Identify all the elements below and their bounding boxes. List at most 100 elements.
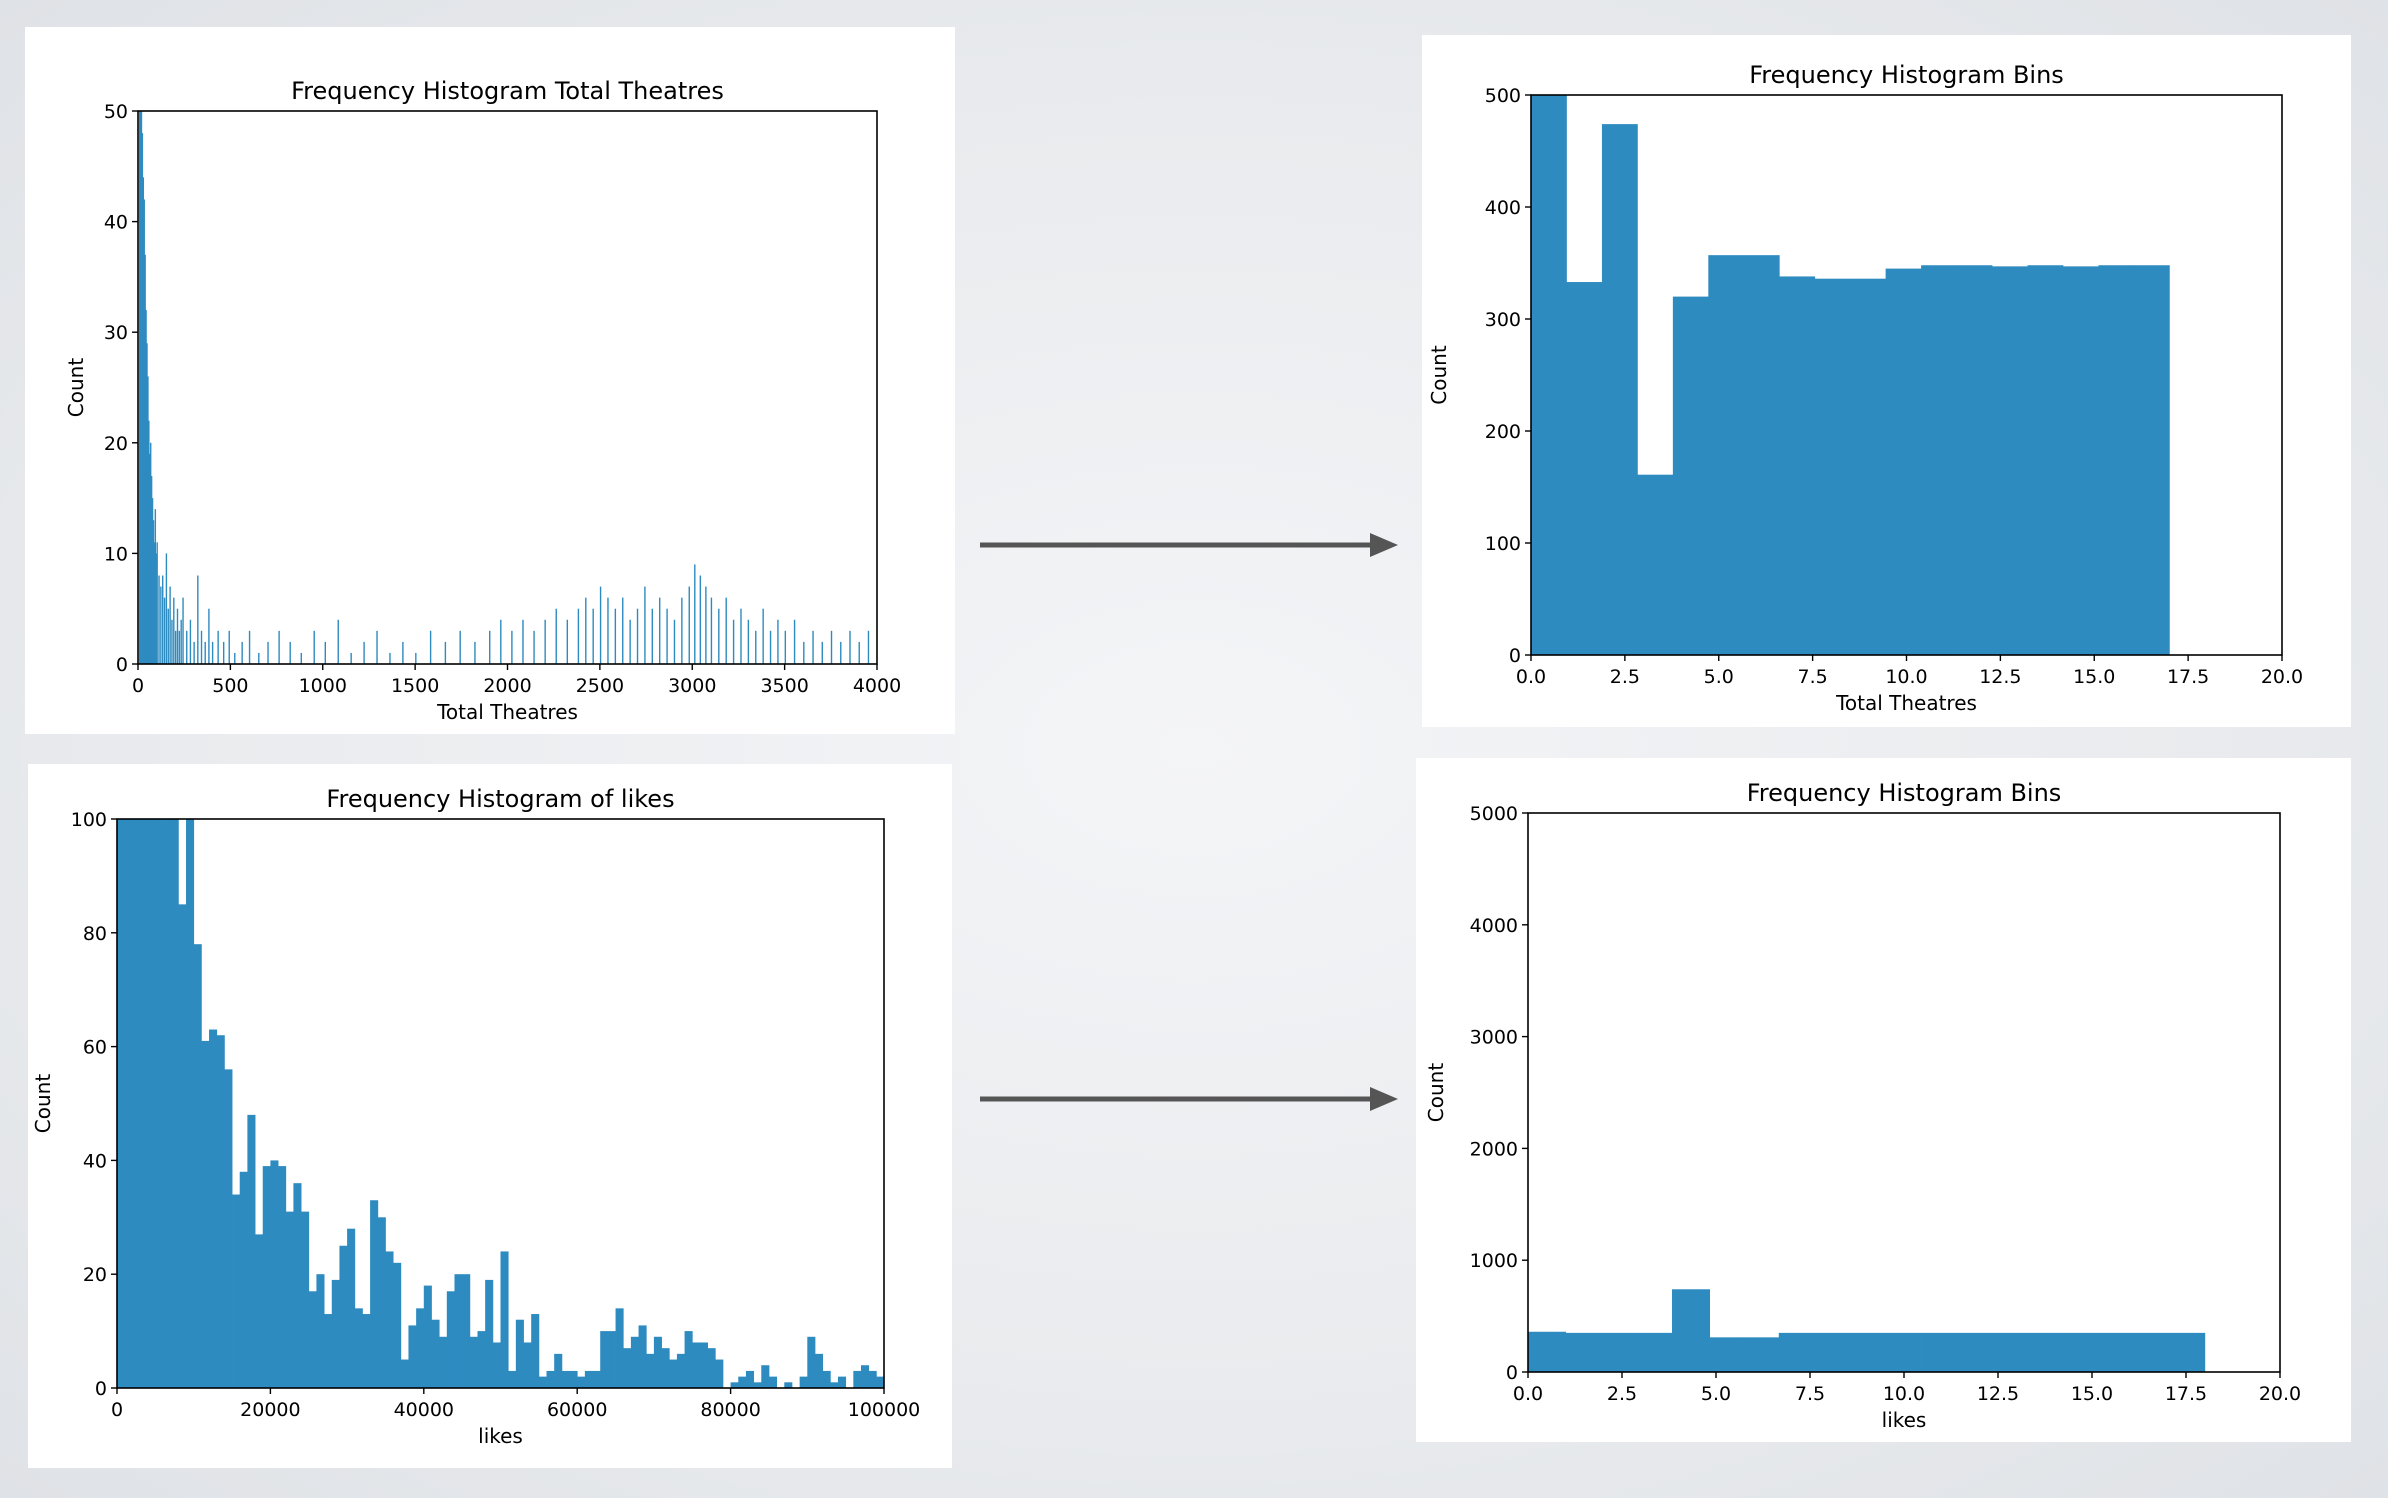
bar bbox=[1778, 1332, 1815, 1372]
bar bbox=[853, 1370, 862, 1388]
bar bbox=[669, 1359, 678, 1388]
bar bbox=[339, 1245, 348, 1388]
y-tick-label: 20 bbox=[104, 433, 128, 455]
bar bbox=[523, 1342, 532, 1388]
bar bbox=[584, 1370, 593, 1388]
bar bbox=[508, 1370, 517, 1388]
chart-title: Frequency Histogram Bins bbox=[1747, 779, 2062, 807]
bar bbox=[546, 1370, 555, 1388]
arrow-top-shape bbox=[980, 533, 1398, 557]
bar bbox=[694, 564, 696, 664]
bar bbox=[840, 641, 842, 664]
bar bbox=[400, 1359, 409, 1388]
bar bbox=[636, 608, 639, 664]
x-tick-label: 3000 bbox=[668, 675, 716, 697]
bar bbox=[658, 597, 661, 664]
bar bbox=[1779, 276, 1816, 655]
x-tick-label: 4000 bbox=[853, 675, 901, 697]
bar bbox=[138, 111, 141, 664]
bar bbox=[860, 1365, 870, 1388]
bar bbox=[163, 597, 166, 664]
x-tick-label: 5.0 bbox=[1704, 666, 1734, 688]
bar bbox=[197, 575, 199, 664]
bar bbox=[132, 819, 141, 1388]
bar bbox=[385, 1251, 394, 1388]
x-tick-label: 10.0 bbox=[1883, 1383, 1925, 1405]
bar bbox=[485, 1279, 494, 1388]
bar bbox=[2062, 1332, 2099, 1372]
y-tick-label: 3000 bbox=[1470, 1027, 1518, 1049]
bar bbox=[165, 553, 168, 664]
x-axis-label: Total Theatres bbox=[436, 700, 578, 724]
bar bbox=[267, 641, 269, 664]
bar bbox=[204, 641, 206, 664]
bar bbox=[278, 1166, 287, 1388]
bar bbox=[1885, 268, 1922, 655]
y-tick-label: 2000 bbox=[1470, 1138, 1518, 1160]
bar bbox=[673, 619, 676, 664]
bar bbox=[439, 1336, 448, 1388]
bar bbox=[646, 1353, 655, 1388]
bar bbox=[278, 630, 280, 664]
bar bbox=[1814, 278, 1851, 655]
x-tick-label: 1000 bbox=[299, 675, 347, 697]
bar bbox=[868, 1370, 877, 1388]
bar bbox=[170, 819, 179, 1388]
bar bbox=[347, 1228, 356, 1388]
y-tick-label: 50 bbox=[104, 101, 128, 123]
bar bbox=[745, 1370, 755, 1388]
bar bbox=[224, 1069, 233, 1388]
bar bbox=[289, 641, 291, 664]
bar bbox=[555, 608, 557, 664]
bar bbox=[533, 630, 535, 664]
x-axis-label: Total Theatres bbox=[1835, 691, 1977, 715]
x-tick-label: 10.0 bbox=[1885, 666, 1927, 688]
bar bbox=[599, 586, 602, 664]
bar bbox=[117, 819, 126, 1388]
y-axis-label: Count bbox=[64, 358, 88, 418]
bar bbox=[393, 1262, 402, 1388]
bar bbox=[492, 1342, 501, 1388]
bar bbox=[376, 630, 378, 664]
bar bbox=[146, 343, 148, 664]
bar bbox=[653, 1336, 662, 1388]
bar bbox=[538, 1376, 547, 1388]
bar bbox=[615, 1308, 624, 1388]
bar bbox=[145, 310, 147, 664]
bar bbox=[2098, 1332, 2135, 1372]
bar bbox=[459, 630, 461, 664]
bar bbox=[803, 641, 805, 664]
x-tick-label: 500 bbox=[212, 675, 248, 697]
x-tick-label: 40000 bbox=[394, 1399, 454, 1421]
bar bbox=[208, 608, 210, 664]
x-axis-label: likes bbox=[1882, 1408, 1927, 1432]
bar bbox=[258, 652, 260, 664]
bar bbox=[705, 586, 707, 664]
bar bbox=[569, 1370, 578, 1388]
bar bbox=[681, 597, 683, 664]
bar bbox=[2133, 1332, 2170, 1372]
bar bbox=[1921, 265, 1957, 655]
bar bbox=[285, 1211, 294, 1388]
y-tick-label: 30 bbox=[104, 322, 128, 344]
bar bbox=[500, 1251, 509, 1388]
bar bbox=[1849, 1332, 1886, 1372]
bar bbox=[784, 630, 787, 664]
bar bbox=[585, 597, 587, 664]
bar bbox=[174, 630, 177, 664]
bar bbox=[234, 652, 236, 664]
bar bbox=[1956, 1332, 1993, 1372]
bar bbox=[630, 1336, 639, 1388]
x-tick-label: 80000 bbox=[700, 1399, 760, 1421]
bar bbox=[160, 586, 162, 664]
x-tick-label: 7.5 bbox=[1795, 1383, 1825, 1405]
bar bbox=[324, 641, 326, 664]
chart-panel-2: 0.0 2.5 5.0 7.5 10.0 12.5 15.0 17.5 20.0 0 100 200 3… bbox=[1422, 35, 2351, 727]
x-tick-label: 0 bbox=[111, 1399, 123, 1421]
bar bbox=[1528, 1331, 1566, 1372]
bar bbox=[1672, 1289, 1711, 1372]
bar bbox=[1708, 255, 1745, 655]
bar bbox=[1885, 1332, 1921, 1372]
bar bbox=[429, 630, 432, 664]
plot-frame bbox=[137, 110, 878, 665]
